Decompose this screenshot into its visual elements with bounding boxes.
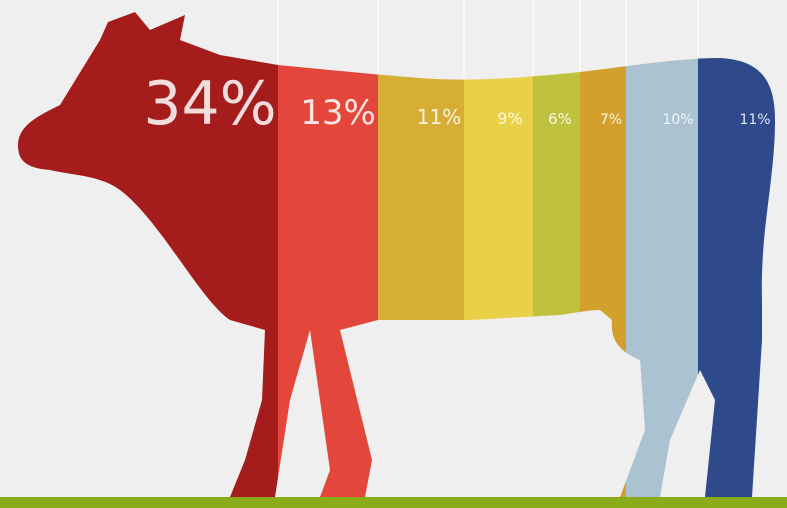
percent-label: 13% <box>300 93 376 133</box>
percent-label: 11% <box>739 112 770 128</box>
cow-band <box>533 0 580 508</box>
percent-label: 10% <box>662 112 693 128</box>
cow-band <box>698 0 787 508</box>
percent-label: 11% <box>417 105 461 129</box>
percent-label: 7% <box>600 112 622 128</box>
cow-band <box>626 0 698 508</box>
cow-band <box>378 0 464 508</box>
percent-label: 9% <box>497 109 522 128</box>
footer-bar <box>0 497 787 508</box>
cow-band <box>580 0 626 508</box>
percent-label: 34% <box>143 69 276 139</box>
percent-label: 6% <box>548 110 572 128</box>
page: 34%13%11%9%6%7%10%11% (() => { const dat… <box>0 0 787 508</box>
cow-bands <box>0 0 787 508</box>
cow-infographic: 34% 13% 11% 9% 6% 7% 10% 11% <box>0 0 787 508</box>
cow-band <box>464 0 533 508</box>
cow-band <box>278 0 378 508</box>
